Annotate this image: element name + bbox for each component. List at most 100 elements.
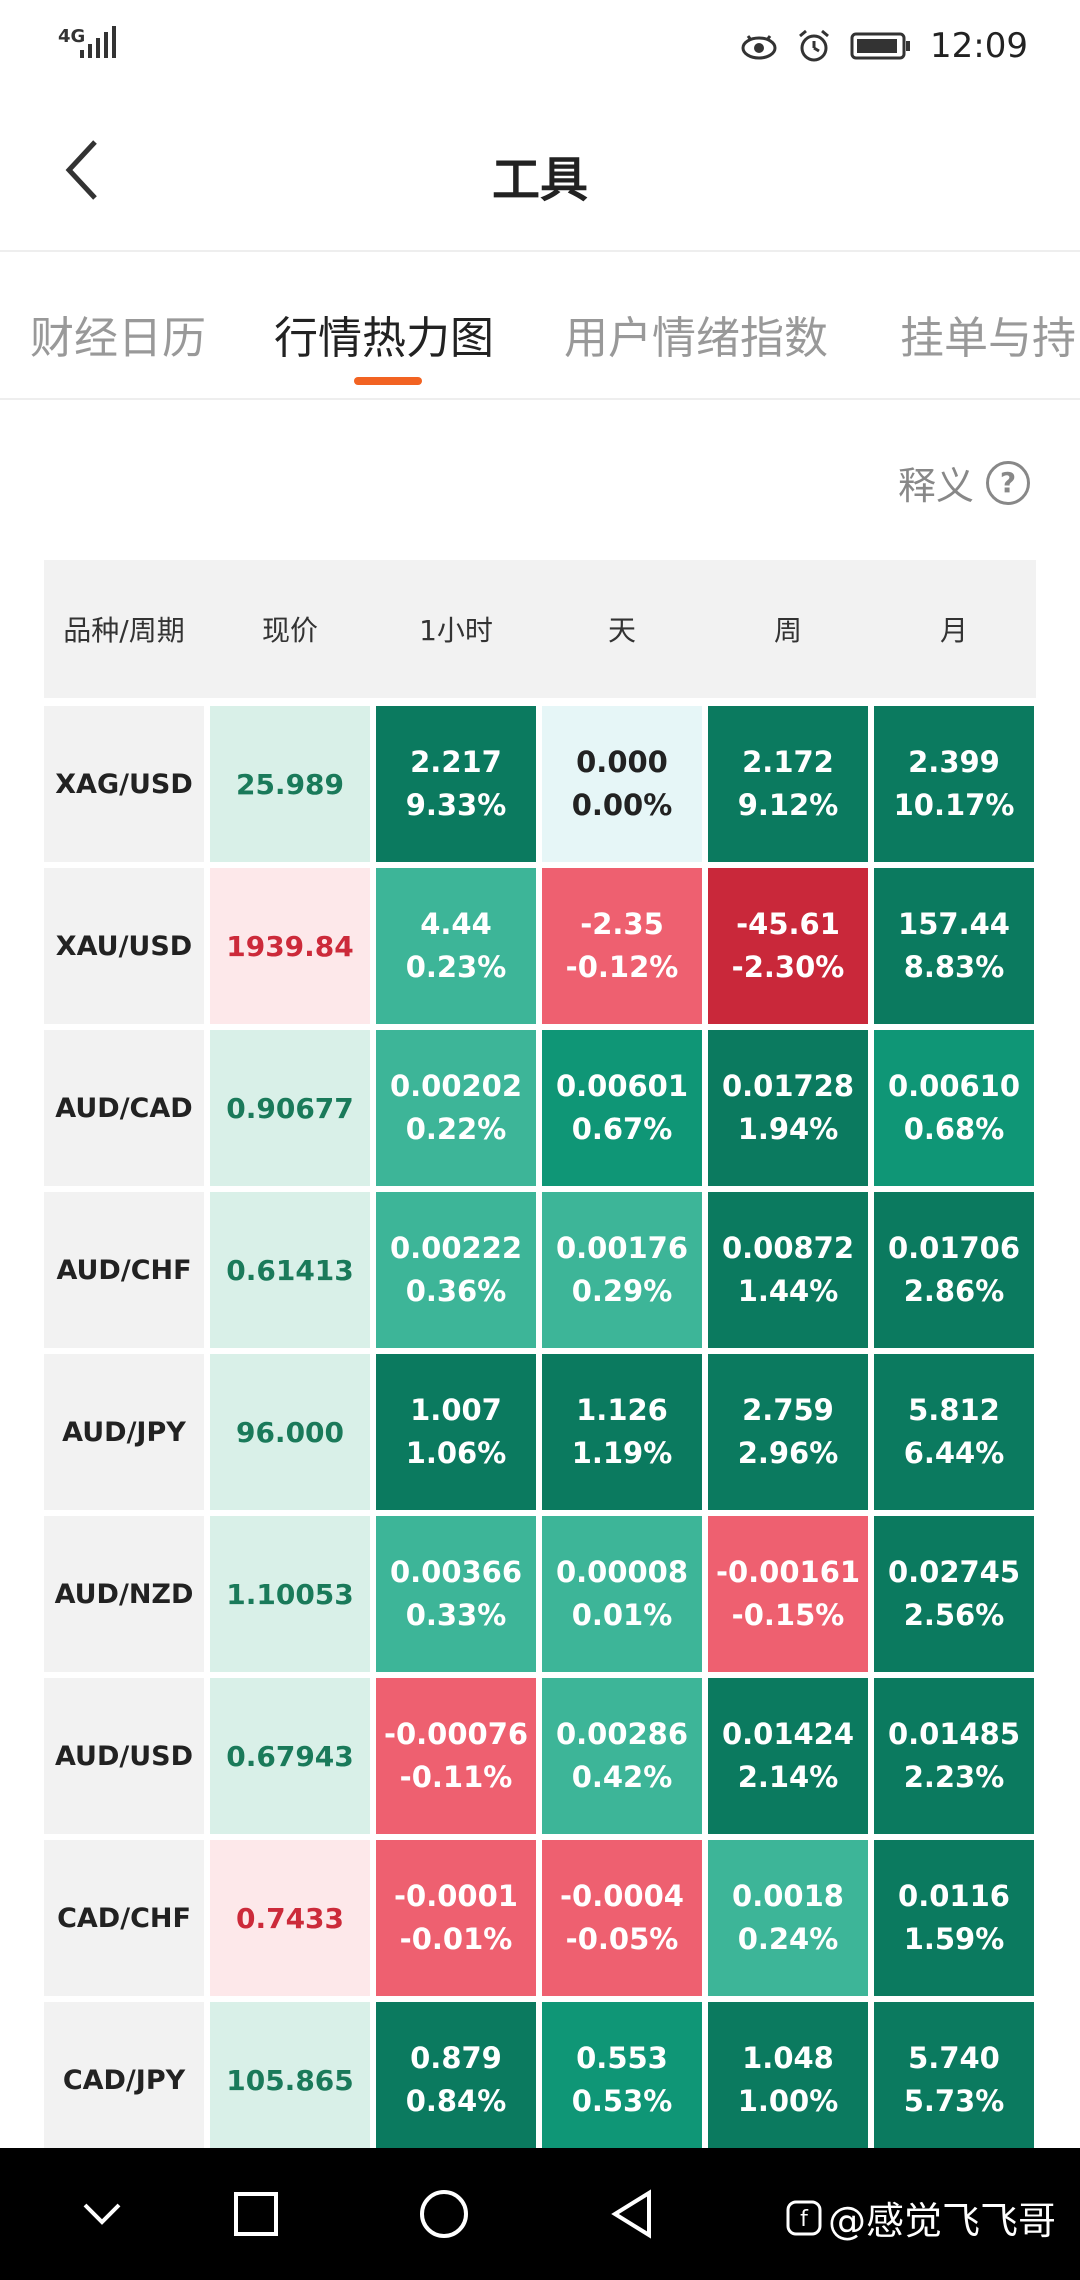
watermark: f @感觉飞飞哥	[786, 2190, 1056, 2245]
cell-1h: 0.00202 0.22%	[376, 1030, 536, 1186]
change-percent: 0.00%	[571, 788, 673, 822]
cell-month: 0.00610 0.68%	[874, 1030, 1034, 1186]
change-percent: 1.06%	[405, 1436, 507, 1470]
table-row[interactable]: AUD/USD 0.67943 -0.00076 -0.11% 0.00286 0.42%…	[44, 1678, 1036, 1834]
change-percent: 0.24%	[737, 1922, 839, 1956]
change-percent: -0.11%	[399, 1760, 513, 1794]
svg-text:f: f	[800, 2207, 809, 2232]
table-row[interactable]: XAG/USD 25.989 2.217 9.33% 0.000 0.00% 2.172 9.…	[44, 706, 1036, 862]
change-percent: 2.96%	[737, 1436, 839, 1470]
change-value: 1.048	[742, 2041, 834, 2075]
cell-month: 0.01485 2.23%	[874, 1678, 1034, 1834]
weibo-logo-icon: f	[786, 2200, 822, 2235]
table-row[interactable]: CAD/CHF 0.7433 -0.0001 -0.01% -0.0004 -0.05% 0…	[44, 1840, 1036, 1996]
tab-bar: 财经日历 行情热力图 用户情绪指数 挂单与持	[0, 252, 1080, 400]
symbol-cell: XAU/USD	[44, 868, 204, 1024]
table-row[interactable]: AUD/NZD 1.10053 0.00366 0.33% 0.00008 0.01% -0…	[44, 1516, 1036, 1672]
change-percent: 0.42%	[571, 1760, 673, 1794]
title-bar: 工具	[0, 90, 1080, 252]
tab-economic-calendar[interactable]: 财经日历	[30, 313, 206, 364]
circle-icon	[420, 2190, 468, 2238]
change-value: -0.0001	[394, 1879, 518, 1913]
header-symbol: 品种/周期	[63, 614, 185, 647]
symbol-cell: AUD/CHF	[44, 1192, 204, 1348]
square-icon	[234, 2192, 278, 2236]
change-value: 0.00366	[389, 1555, 523, 1589]
cell-day: -2.35 -0.12%	[542, 868, 702, 1024]
cell-week: 0.00872 1.44%	[708, 1192, 868, 1348]
change-percent: 0.36%	[405, 1274, 507, 1308]
change-value: -45.61	[736, 907, 840, 941]
change-value: 0.0018	[732, 1879, 844, 1913]
change-value: 0.01728	[721, 1069, 855, 1103]
price-cell: 0.67943	[210, 1678, 370, 1834]
change-value: 0.00601	[555, 1069, 689, 1103]
table-row[interactable]: AUD/JPY 96.000 1.007 1.06% 1.126 1.19% 2.759 2.…	[44, 1354, 1036, 1510]
change-value: 157.44	[898, 907, 1010, 941]
change-value: -0.00161	[715, 1555, 861, 1589]
change-percent: 0.22%	[405, 1112, 507, 1146]
change-value: 2.217	[410, 745, 502, 779]
header-week: 周	[773, 614, 802, 647]
change-percent: 0.01%	[571, 1598, 673, 1632]
change-percent: -0.12%	[565, 950, 679, 984]
change-percent: 10.17%	[893, 788, 1015, 822]
symbol-cell: XAG/USD	[44, 706, 204, 862]
change-percent: 2.14%	[737, 1760, 839, 1794]
cell-week: 2.759 2.96%	[708, 1354, 868, 1510]
alarm-icon	[799, 29, 829, 62]
network-type: 4G	[58, 26, 86, 47]
nav-back-button[interactable]	[600, 2182, 664, 2246]
explain-link[interactable]: 释义 ?	[898, 455, 1030, 510]
tab-sentiment-index[interactable]: 用户情绪指数	[564, 313, 828, 364]
change-percent: 6.44%	[903, 1436, 1005, 1470]
price-cell: 1.10053	[210, 1516, 370, 1672]
nav-recents-button[interactable]	[224, 2182, 288, 2246]
watermark-text: @感觉飞飞哥	[827, 2199, 1056, 2243]
price-cell: 1939.84	[210, 868, 370, 1024]
tab-market-heatmap[interactable]: 行情热力图	[274, 313, 494, 364]
tab-orders-positions[interactable]: 挂单与持	[900, 313, 1076, 364]
change-percent: 2.23%	[903, 1760, 1005, 1794]
cell-1h: 0.00366 0.33%	[376, 1516, 536, 1672]
change-percent: 0.23%	[405, 950, 507, 984]
table-row[interactable]: AUD/CAD 0.90677 0.00202 0.22% 0.00601 0.67% 0.…	[44, 1030, 1036, 1186]
cell-day: 0.00176 0.29%	[542, 1192, 702, 1348]
change-value: 2.172	[742, 745, 834, 779]
change-percent: 2.56%	[903, 1598, 1005, 1632]
cell-1h: 1.007 1.06%	[376, 1354, 536, 1510]
cell-month: 2.399 10.17%	[874, 706, 1034, 862]
cell-day: 0.00286 0.42%	[542, 1678, 702, 1834]
cell-1h: 0.879 0.84%	[376, 2002, 536, 2158]
table-row[interactable]: CAD/JPY 105.865 0.879 0.84% 0.553 0.53% 1.048 1…	[44, 2002, 1036, 2158]
cell-month: 5.740 5.73%	[874, 2002, 1034, 2158]
change-percent: 0.67%	[571, 1112, 673, 1146]
cell-1h: 4.44 0.23%	[376, 868, 536, 1024]
change-percent: 8.83%	[903, 950, 1005, 984]
tab-indicator	[354, 377, 422, 385]
change-percent: 0.29%	[571, 1274, 673, 1308]
nav-collapse-button[interactable]	[70, 2182, 134, 2246]
header-1h: 1小时	[419, 614, 493, 647]
table-row[interactable]: AUD/CHF 0.61413 0.00222 0.36% 0.00176 0.29% 0.…	[44, 1192, 1036, 1348]
cell-day: 0.00601 0.67%	[542, 1030, 702, 1186]
cell-month: 0.01706 2.86%	[874, 1192, 1034, 1348]
change-percent: 0.33%	[405, 1598, 507, 1632]
back-triangle-icon	[611, 2189, 651, 2239]
header-day: 天	[607, 614, 636, 647]
cell-day: 1.126 1.19%	[542, 1354, 702, 1510]
back-button[interactable]	[48, 130, 118, 210]
header-price: 现价	[261, 614, 318, 647]
nav-home-button[interactable]	[412, 2182, 476, 2246]
table-row[interactable]: XAU/USD 1939.84 4.44 0.23% -2.35 -0.12% -45.61…	[44, 868, 1036, 1024]
chevron-down-icon	[83, 2203, 121, 2225]
explain-label: 释义	[897, 464, 974, 508]
change-value: 2.759	[742, 1393, 834, 1427]
change-value: -0.0004	[560, 1879, 684, 1913]
change-percent: 2.86%	[903, 1274, 1005, 1308]
price-cell: 105.865	[210, 2002, 370, 2158]
header-month: 月	[939, 614, 968, 647]
cell-day: 0.553 0.53%	[542, 2002, 702, 2158]
price-cell: 0.90677	[210, 1030, 370, 1186]
cell-1h: -0.0001 -0.01%	[376, 1840, 536, 1996]
